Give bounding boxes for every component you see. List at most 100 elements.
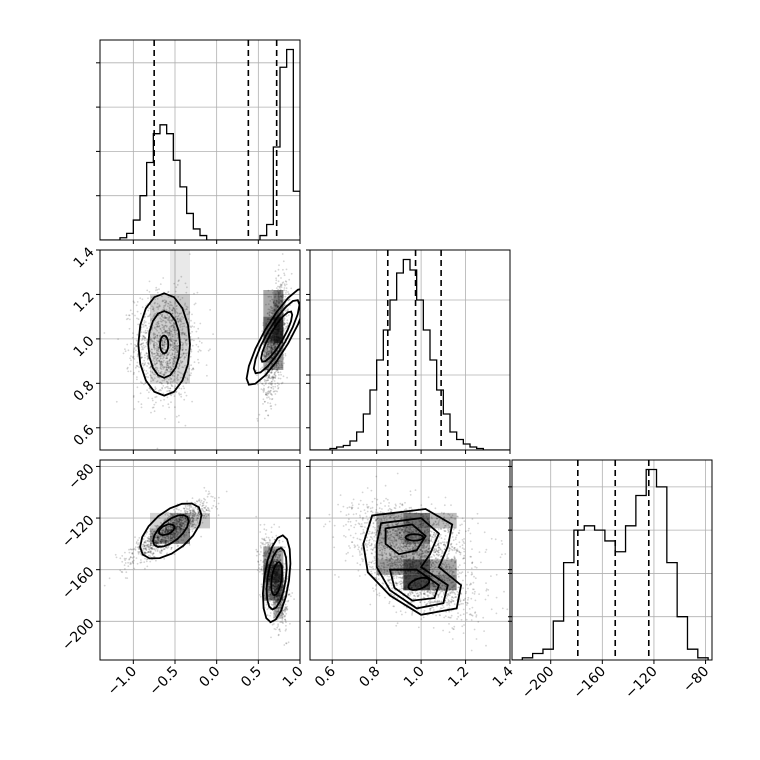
- scatter-point: [148, 554, 150, 557]
- scatter-point: [133, 408, 136, 410]
- scatter-point: [161, 341, 164, 343]
- scatter-point: [128, 314, 131, 317]
- scatter-point: [151, 376, 153, 379]
- scatter-point: [186, 500, 189, 503]
- scatter-point: [177, 321, 180, 323]
- scatter-point: [130, 359, 132, 362]
- scatter-point: [273, 346, 276, 349]
- scatter-point: [177, 367, 180, 370]
- histogram-step: [310, 258, 510, 450]
- scatter-point: [209, 309, 212, 311]
- scatter-point: [154, 333, 157, 336]
- scatter-point: [155, 354, 158, 357]
- scatter-point: [174, 535, 177, 537]
- scatter-point: [258, 594, 261, 596]
- scatter-point: [150, 339, 153, 341]
- scatter-point: [269, 405, 272, 408]
- scatter-point: [173, 345, 176, 348]
- scatter-point: [170, 401, 172, 404]
- scatter-point: [168, 331, 171, 334]
- scatter-point: [208, 510, 211, 512]
- scatter-point: [272, 348, 274, 350]
- scatter-point: [142, 335, 145, 338]
- scatter-point: [281, 366, 284, 369]
- scatter-point: [161, 347, 164, 350]
- scatter-point: [180, 387, 183, 390]
- scatter-point: [183, 387, 186, 390]
- scatter-point: [144, 551, 146, 553]
- scatter-point: [186, 306, 189, 309]
- scatter-point: [266, 345, 269, 348]
- scatter-point: [182, 352, 185, 355]
- scatter-point: [156, 367, 159, 370]
- scatter-point: [167, 367, 170, 369]
- scatter-point: [180, 510, 182, 512]
- scatter-point: [191, 520, 194, 522]
- scatter-point: [270, 526, 273, 529]
- scatter-point: [164, 330, 167, 332]
- scatter-point: [165, 540, 168, 542]
- scatter-point: [159, 361, 161, 363]
- scatter-point: [276, 368, 279, 370]
- scatter-point: [156, 357, 159, 360]
- scatter-point: [198, 349, 201, 351]
- scatter-point: [138, 548, 141, 550]
- scatter-point: [180, 525, 183, 527]
- scatter-point: [164, 541, 167, 543]
- scatter-point: [266, 350, 269, 353]
- scatter-point: [176, 317, 179, 320]
- scatter-point: [272, 355, 275, 358]
- scatter-point: [265, 409, 268, 412]
- scatter-point: [184, 302, 187, 305]
- scatter-point: [163, 548, 166, 550]
- scatter-point: [178, 393, 181, 396]
- scatter-point: [169, 527, 172, 529]
- scatter-point: [142, 538, 145, 540]
- scatter-point: [149, 539, 151, 541]
- scatter-point: [165, 535, 168, 538]
- scatter-point: [165, 365, 168, 368]
- scatter-point: [263, 355, 265, 357]
- scatter-point: [143, 541, 146, 544]
- scatter-point: [152, 352, 155, 355]
- scatter-point: [163, 374, 166, 376]
- scatter-point: [190, 350, 193, 353]
- scatter-point: [166, 369, 168, 371]
- scatter-point: [154, 335, 157, 338]
- scatter-point: [144, 332, 147, 335]
- scatter-point: [180, 275, 183, 278]
- scatter-point: [168, 529, 170, 532]
- scatter-point: [133, 567, 136, 570]
- scatter-point: [150, 537, 153, 540]
- scatter-point: [177, 540, 179, 543]
- scatter-point: [140, 331, 143, 334]
- scatter-point: [271, 394, 273, 396]
- scatter-point: [180, 518, 183, 520]
- scatter-point: [270, 351, 273, 353]
- scatter-point: [135, 349, 137, 352]
- scatter-point: [266, 345, 269, 347]
- scatter-point: [169, 366, 172, 368]
- scatter-point: [277, 371, 279, 374]
- scatter-point: [163, 317, 166, 319]
- scatter-point: [277, 354, 280, 357]
- scatter-point: [186, 505, 189, 507]
- scatter-point: [161, 344, 164, 347]
- scatter-point: [129, 309, 132, 312]
- scatter-point: [182, 322, 184, 325]
- scatter-point: [173, 360, 176, 363]
- scatter-point: [151, 340, 153, 343]
- scatter-point: [203, 497, 205, 500]
- scatter-point: [160, 363, 162, 366]
- scatter-point: [194, 302, 197, 305]
- scatter-point: [124, 568, 126, 570]
- scatter-point: [166, 360, 169, 363]
- scatter-point: [273, 354, 276, 356]
- scatter-point: [164, 322, 167, 324]
- scatter-point: [168, 306, 171, 309]
- scatter-point: [271, 356, 274, 359]
- scatter-point: [144, 354, 146, 357]
- scatter-point: [287, 299, 290, 302]
- scatter-point: [158, 360, 161, 362]
- scatter-point: [173, 307, 175, 310]
